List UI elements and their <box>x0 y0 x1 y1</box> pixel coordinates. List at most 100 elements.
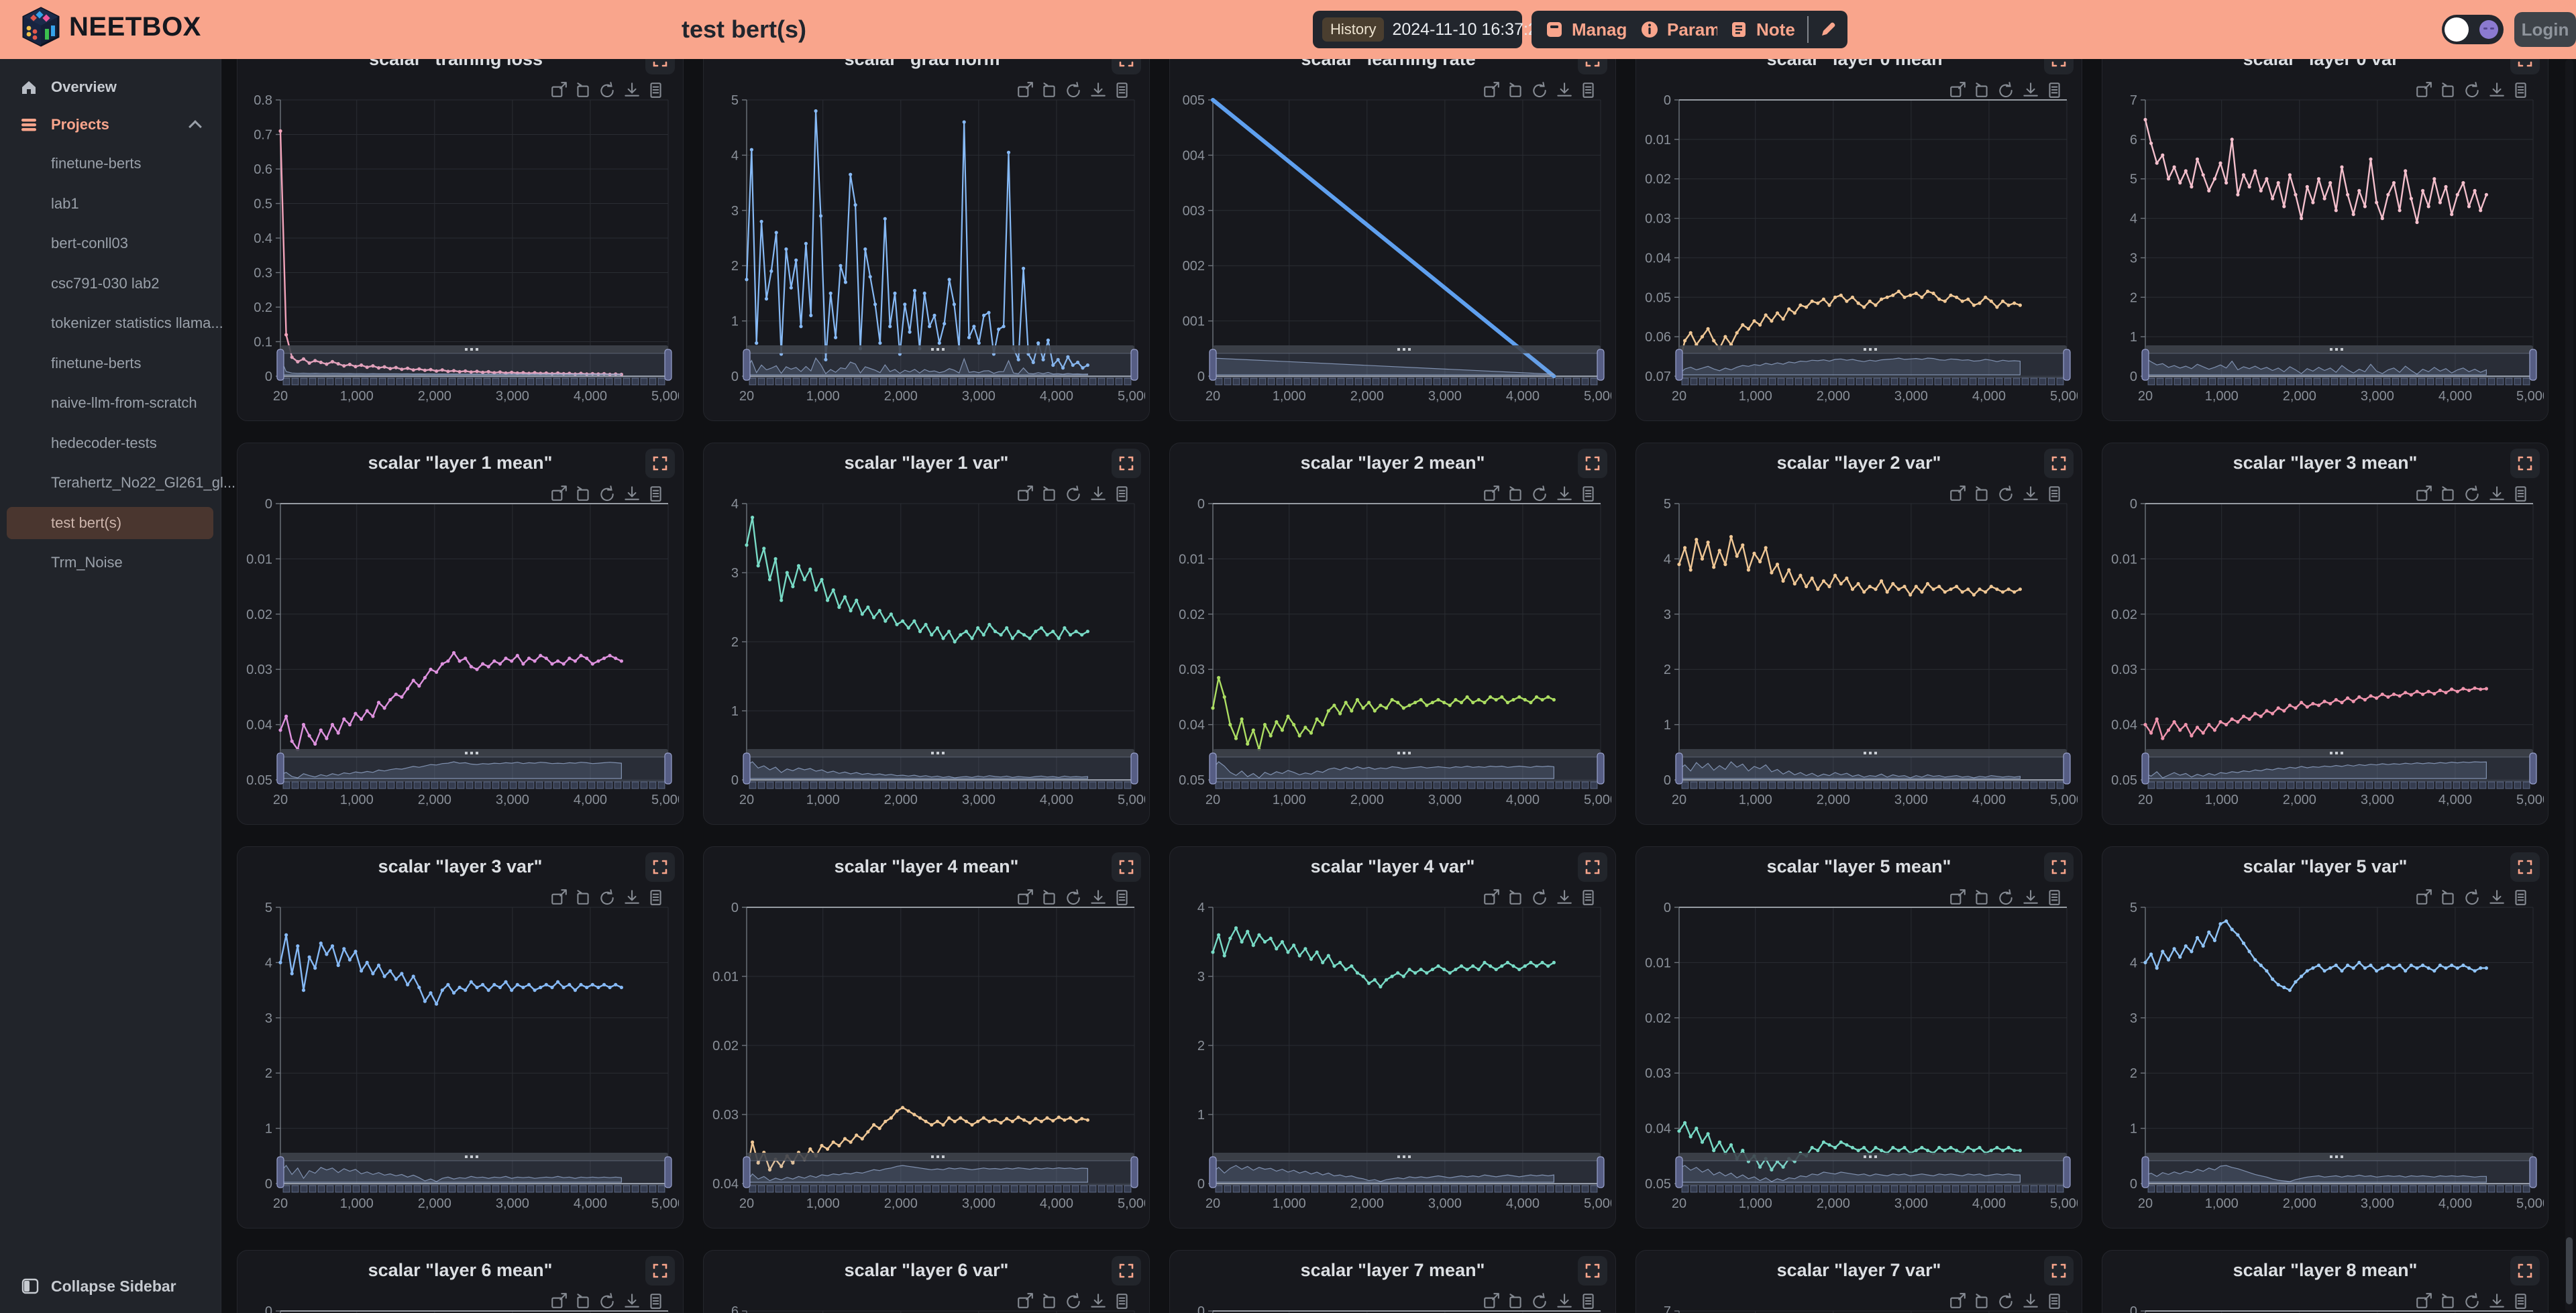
download-icon[interactable] <box>2021 485 2039 502</box>
zoom-select-icon[interactable] <box>1016 485 1034 502</box>
fullscreen-button[interactable] <box>2044 449 2074 478</box>
zoom-select-icon[interactable] <box>1949 1292 1966 1310</box>
sidebar-project-item[interactable]: naive-llm-from-scratch <box>51 394 197 411</box>
zoom-select-icon[interactable] <box>550 889 568 906</box>
restore-icon[interactable] <box>1973 889 1990 906</box>
data-view-icon[interactable] <box>1579 485 1597 502</box>
fullscreen-button[interactable] <box>2510 852 2540 882</box>
refresh-icon[interactable] <box>1997 81 2015 99</box>
refresh-icon[interactable] <box>2463 889 2481 906</box>
zoom-select-icon[interactable] <box>2415 81 2432 99</box>
fullscreen-button[interactable] <box>645 1256 675 1286</box>
download-icon[interactable] <box>2487 81 2505 99</box>
restore-icon[interactable] <box>1507 485 1524 502</box>
datazoom-handle[interactable] <box>2141 752 2149 785</box>
datazoom-handle[interactable] <box>276 752 284 785</box>
download-icon[interactable] <box>623 1292 640 1310</box>
datazoom-handle[interactable] <box>1130 349 1138 381</box>
datazoom-handle[interactable] <box>276 349 284 381</box>
fullscreen-button[interactable] <box>1578 449 1607 478</box>
download-icon[interactable] <box>1555 81 1572 99</box>
chart-canvas[interactable]: 5 4 3 2 1 020 1,000 2,000 3,000 4,000 5,000 <box>709 77 1145 407</box>
data-view-icon[interactable] <box>1113 889 1130 906</box>
sidebar-project-item[interactable]: csc791-030 lab2 <box>51 274 160 292</box>
data-view-icon[interactable] <box>647 889 664 906</box>
zoom-select-icon[interactable] <box>2415 889 2432 906</box>
download-icon[interactable] <box>623 485 640 502</box>
data-view-icon[interactable] <box>1113 81 1130 99</box>
refresh-icon[interactable] <box>598 81 616 99</box>
data-view-icon[interactable] <box>2045 485 2063 502</box>
zoom-select-icon[interactable] <box>1483 81 1500 99</box>
download-icon[interactable] <box>2487 1292 2505 1310</box>
restore-icon[interactable] <box>2439 1292 2457 1310</box>
datazoom-handle[interactable] <box>276 1156 284 1188</box>
restore-icon[interactable] <box>2439 889 2457 906</box>
collapse-sidebar-button[interactable]: Collapse Sidebar <box>0 1269 221 1303</box>
fullscreen-button[interactable] <box>1578 1256 1607 1286</box>
fullscreen-button[interactable] <box>2044 852 2074 882</box>
chart-canvas[interactable]: 00.010.020.030.040.05201,0002,0003,0004,… <box>1175 1288 1611 1313</box>
restore-icon[interactable] <box>1973 81 1990 99</box>
refresh-icon[interactable] <box>1997 485 2015 502</box>
restore-icon[interactable] <box>574 81 592 99</box>
download-icon[interactable] <box>1089 81 1106 99</box>
chart-canvas[interactable]: 0.8 0.7 0.6 0.5 0.4 0.3 0.2 0.1 020 1,000 2,000 3,0… <box>243 77 679 407</box>
refresh-icon[interactable] <box>1065 81 1082 99</box>
sidebar-project-item[interactable]: Terahertz_No22_Gl261_gl... <box>51 474 236 491</box>
fullscreen-button[interactable] <box>2510 1256 2540 1286</box>
download-icon[interactable] <box>1089 485 1106 502</box>
restore-icon[interactable] <box>1040 1292 1058 1310</box>
download-icon[interactable] <box>2487 485 2505 502</box>
datazoom-handle[interactable] <box>664 349 672 381</box>
chart-canvas[interactable]: 005 004 003 002 001 020 1,000 2,000 3,000 4,000 5,… <box>1175 77 1611 407</box>
chart-canvas[interactable]: 5 4 3 2 1 020 1,000 2,000 3,000 4,000 5,000 <box>2108 884 2544 1214</box>
data-view-icon[interactable] <box>1579 1292 1597 1310</box>
datazoom-handle[interactable] <box>2063 1156 2071 1188</box>
restore-icon[interactable] <box>574 889 592 906</box>
download-icon[interactable] <box>623 81 640 99</box>
datazoom-handle[interactable] <box>1209 752 1217 785</box>
chart-canvas[interactable]: 5 4 3 2 1 020 1,000 2,000 3,000 4,000 5,000 <box>1642 481 2078 811</box>
datazoom-handle[interactable] <box>2529 752 2537 785</box>
data-view-icon[interactable] <box>1579 889 1597 906</box>
restore-icon[interactable] <box>1507 1292 1524 1310</box>
sidebar-project-item[interactable]: test bert(s) <box>7 506 213 539</box>
refresh-icon[interactable] <box>598 1292 616 1310</box>
data-view-icon[interactable] <box>2045 1292 2063 1310</box>
chart-canvas[interactable]: 00.010.020.030.040.05201,0002,0003,0004,… <box>243 1288 679 1313</box>
data-view-icon[interactable] <box>647 1292 664 1310</box>
chart-canvas[interactable]: 00.010.020.030.040.05201,0002,0003,0004,… <box>2108 1288 2544 1313</box>
fullscreen-button[interactable] <box>645 852 675 882</box>
data-view-icon[interactable] <box>2512 81 2529 99</box>
note-button[interactable]: Note <box>1717 11 1807 48</box>
datazoom-handle[interactable] <box>1130 752 1138 785</box>
zoom-select-icon[interactable] <box>2415 1292 2432 1310</box>
datazoom-handle[interactable] <box>1209 1156 1217 1188</box>
datazoom-handle[interactable] <box>1130 1156 1138 1188</box>
restore-icon[interactable] <box>1973 485 1990 502</box>
refresh-icon[interactable] <box>1065 485 1082 502</box>
fullscreen-button[interactable] <box>1578 852 1607 882</box>
zoom-select-icon[interactable] <box>2415 485 2432 502</box>
zoom-select-icon[interactable] <box>1016 1292 1034 1310</box>
edit-button[interactable] <box>1809 11 1847 48</box>
datazoom-handle[interactable] <box>664 752 672 785</box>
refresh-icon[interactable] <box>598 485 616 502</box>
data-view-icon[interactable] <box>647 81 664 99</box>
restore-icon[interactable] <box>2439 485 2457 502</box>
refresh-icon[interactable] <box>1531 889 1548 906</box>
chart-canvas[interactable]: 4 3 2 1 020 1,000 2,000 3,000 4,000 5,000 <box>709 481 1145 811</box>
datazoom-handle[interactable] <box>1597 752 1605 785</box>
fullscreen-button[interactable] <box>1112 852 1141 882</box>
refresh-icon[interactable] <box>1531 81 1548 99</box>
data-view-icon[interactable] <box>647 485 664 502</box>
sidebar-project-item[interactable]: Trm_Noise <box>51 554 123 571</box>
download-icon[interactable] <box>623 889 640 906</box>
